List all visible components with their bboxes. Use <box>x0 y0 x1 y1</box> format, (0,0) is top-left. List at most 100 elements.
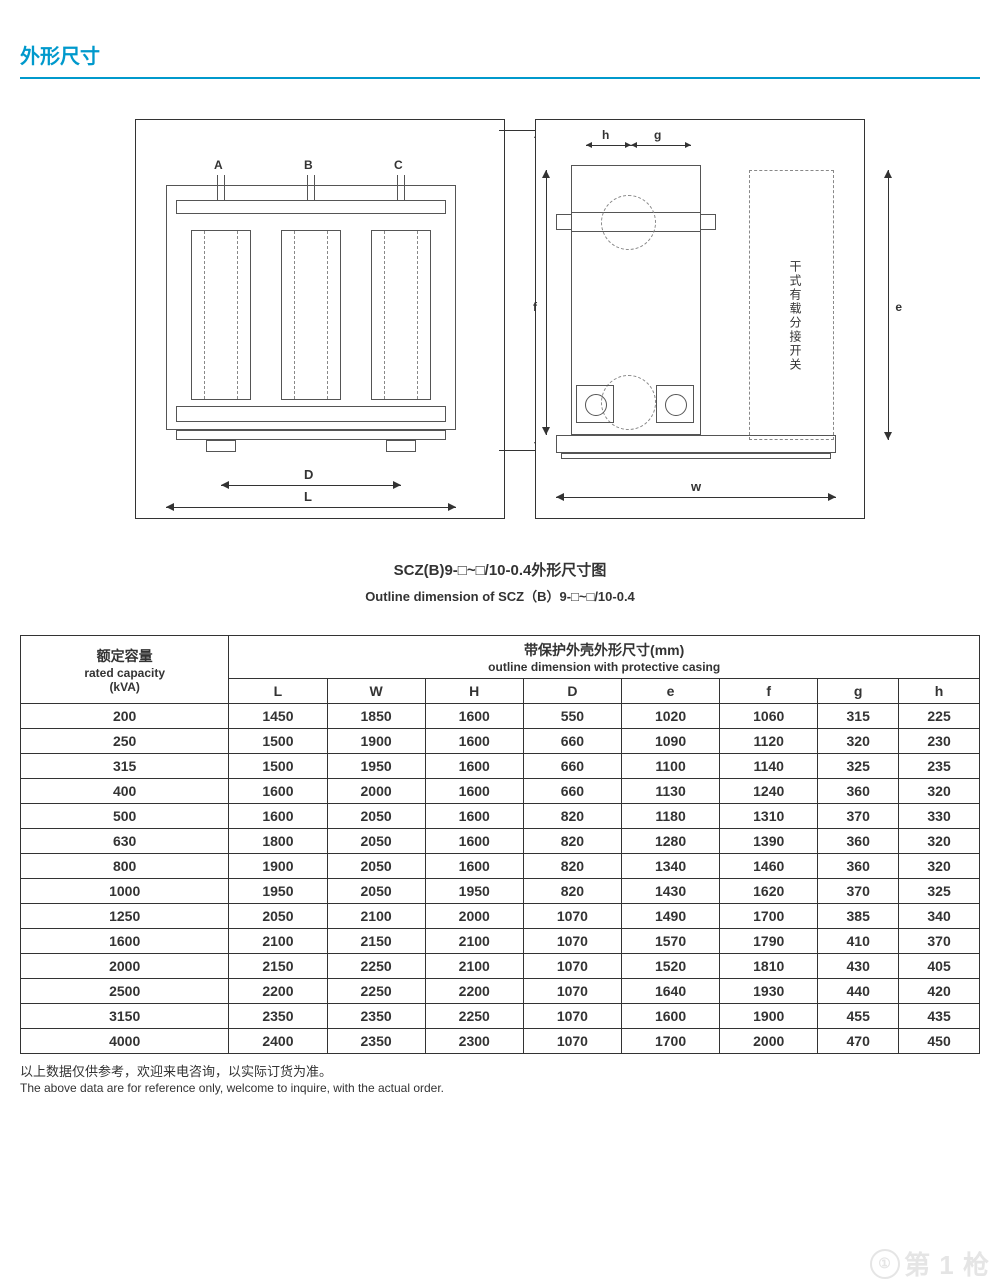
cell-g: 430 <box>818 954 899 979</box>
spec-table: 额定容量 rated capacity (kVA) 带保护外壳外形尺寸(mm) … <box>20 635 980 1054</box>
clamp-ext-right <box>701 214 716 230</box>
cell-H: 2300 <box>425 1029 523 1054</box>
cell-D: 820 <box>523 879 621 904</box>
table-row: 2500220022502200107016401930440420 <box>21 979 980 1004</box>
th-capacity-en: rated capacity <box>27 666 222 680</box>
tap-changer-label: 干式有载分接开关 <box>787 260 804 372</box>
base-rail <box>176 430 446 440</box>
cell-D: 820 <box>523 829 621 854</box>
side-wheel-right <box>656 385 694 423</box>
cell-f: 1240 <box>720 779 818 804</box>
side-base-rail <box>561 453 831 459</box>
cell-W: 2000 <box>327 779 425 804</box>
cell-L: 1900 <box>229 854 327 879</box>
cell-L: 2400 <box>229 1029 327 1054</box>
cell-h: 320 <box>899 829 980 854</box>
cell-f: 1060 <box>720 704 818 729</box>
diagram-caption: SCZ(B)9-□~□/10-0.4外形尺寸图 Outline dimensio… <box>20 559 980 605</box>
cell-D: 1070 <box>523 929 621 954</box>
cell-L: 1500 <box>229 754 327 779</box>
cell-kva: 1250 <box>21 904 229 929</box>
cell-kva: 250 <box>21 729 229 754</box>
cell-D: 820 <box>523 854 621 879</box>
table-row: 3150235023502250107016001900455435 <box>21 1004 980 1029</box>
cell-W: 2350 <box>327 1004 425 1029</box>
cell-h: 320 <box>899 854 980 879</box>
cell-e: 1520 <box>621 954 719 979</box>
diagram-front-view: A B C D L H <box>135 119 505 519</box>
cell-D: 660 <box>523 754 621 779</box>
cell-L: 2150 <box>229 954 327 979</box>
dimension-f-label: f <box>533 300 537 314</box>
cell-g: 410 <box>818 929 899 954</box>
table-row: 63018002050160082012801390360320 <box>21 829 980 854</box>
cell-e: 1090 <box>621 729 719 754</box>
cell-D: 1070 <box>523 954 621 979</box>
cell-f: 1810 <box>720 954 818 979</box>
cell-f: 1310 <box>720 804 818 829</box>
cell-D: 820 <box>523 804 621 829</box>
cell-g: 315 <box>818 704 899 729</box>
dimension-w-line <box>556 497 836 498</box>
cell-H: 1950 <box>425 879 523 904</box>
watermark-icon: ① <box>870 1249 900 1279</box>
cell-kva: 3150 <box>21 1004 229 1029</box>
th-col-W: W <box>327 679 425 704</box>
table-row: 4000240023502300107017002000470450 <box>21 1029 980 1054</box>
cell-h: 235 <box>899 754 980 779</box>
cell-e: 1430 <box>621 879 719 904</box>
caption-en: Outline dimension of SCZ（B）9-□~□/10-0.4 <box>20 586 980 605</box>
dimension-l-label: L <box>304 489 312 504</box>
cell-h: 225 <box>899 704 980 729</box>
footnote: 以上数据仅供参考，欢迎来电咨询，以实际订货为准。 The above data … <box>20 1064 980 1096</box>
side-wheel-left <box>576 385 614 423</box>
cell-W: 1950 <box>327 754 425 779</box>
cell-H: 1600 <box>425 854 523 879</box>
cell-L: 2100 <box>229 929 327 954</box>
table-row: 25015001900160066010901120320230 <box>21 729 980 754</box>
cell-H: 2200 <box>425 979 523 1004</box>
cell-D: 1070 <box>523 1029 621 1054</box>
cell-g: 360 <box>818 779 899 804</box>
dimension-e-label: e <box>895 300 902 314</box>
cell-W: 2150 <box>327 929 425 954</box>
th-col-e: e <box>621 679 719 704</box>
cell-W: 2350 <box>327 1029 425 1054</box>
coil-a <box>191 230 251 400</box>
cell-h: 340 <box>899 904 980 929</box>
cell-H: 2100 <box>425 929 523 954</box>
dimension-f-line <box>546 170 547 435</box>
cell-H: 2100 <box>425 954 523 979</box>
dimension-d-line <box>221 485 401 486</box>
cell-D: 660 <box>523 729 621 754</box>
cell-W: 1850 <box>327 704 425 729</box>
cell-kva: 2500 <box>21 979 229 1004</box>
top-clamp <box>176 200 446 214</box>
cell-h: 325 <box>899 879 980 904</box>
cell-H: 1600 <box>425 779 523 804</box>
coil-c <box>371 230 431 400</box>
clamp-ext-left <box>556 214 571 230</box>
cell-kva: 1600 <box>21 929 229 954</box>
cell-g: 385 <box>818 904 899 929</box>
dimension-hh-label: h <box>602 128 609 142</box>
cell-g: 320 <box>818 729 899 754</box>
cell-e: 1340 <box>621 854 719 879</box>
dimension-l-line <box>166 507 456 508</box>
footnote-en: The above data are for reference only, w… <box>20 1081 980 1097</box>
cell-g: 370 <box>818 879 899 904</box>
cell-g: 370 <box>818 804 899 829</box>
cell-f: 1900 <box>720 1004 818 1029</box>
cell-h: 320 <box>899 779 980 804</box>
cell-g: 440 <box>818 979 899 1004</box>
side-base <box>556 435 836 453</box>
cell-e: 1180 <box>621 804 719 829</box>
cell-g: 360 <box>818 854 899 879</box>
th-dimensions-en: outline dimension with protective casing <box>235 660 973 674</box>
spec-table-body: 2001450185016005501020106031522525015001… <box>21 704 980 1054</box>
cell-h: 370 <box>899 929 980 954</box>
watermark: ① 第 1 枪 <box>870 1245 990 1282</box>
dimension-d-label: D <box>304 467 313 482</box>
dimension-hh-line <box>586 145 631 146</box>
cell-g: 360 <box>818 829 899 854</box>
